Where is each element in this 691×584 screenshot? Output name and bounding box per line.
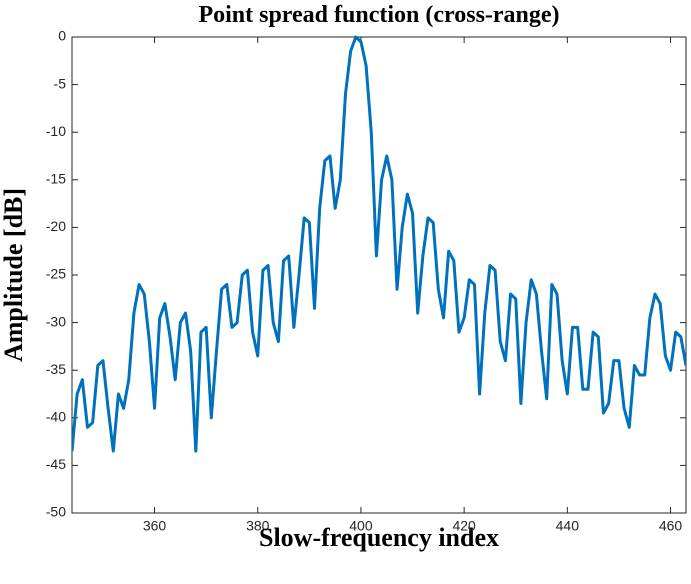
x-tick-label: 380 [246,518,270,534]
y-tick-label: 0 [58,28,66,44]
chart-title: Point spread function (cross-range) [198,2,559,28]
x-tick-label: 420 [452,518,476,534]
y-tick-label: -15 [46,171,66,187]
x-tick-label: 360 [143,518,167,534]
y-tick-label: -25 [46,266,66,282]
y-tick-label: -35 [46,361,66,377]
y-tick-label: -10 [46,123,66,139]
x-tick-label: 400 [349,518,373,534]
x-tick-label: 460 [659,518,683,534]
y-tick-label: -40 [46,409,66,425]
data-line [72,35,686,453]
y-tick-label: -20 [46,218,66,234]
x-tick-label: 440 [556,518,580,534]
y-tick-label: -30 [46,313,66,329]
plot-frame [71,36,687,514]
y-tick-label: -50 [46,504,66,520]
y-tick-label: -45 [46,456,66,472]
y-tick-label: -5 [54,75,67,91]
y-axis-label: Amplitude [dB] [0,188,28,362]
x-axis-label: Slow-frequency index [259,523,499,552]
